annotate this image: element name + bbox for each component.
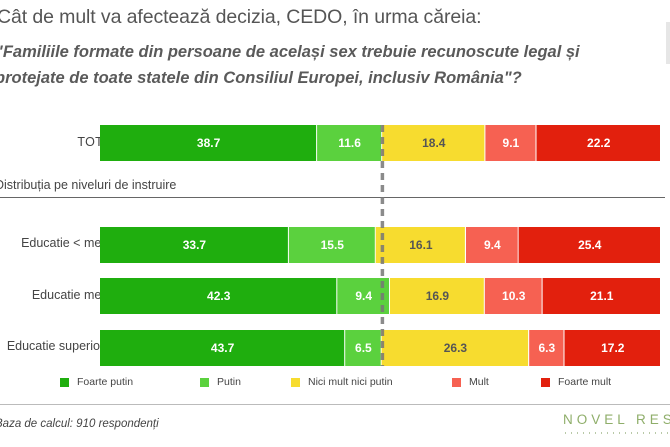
- bar-segment-total-putin: [317, 125, 382, 161]
- legend-label: Foarte putin: [77, 376, 134, 388]
- legend-swatch: [200, 377, 209, 387]
- corner-decoration: [666, 22, 670, 64]
- data-label-total-foarte-putin: 38.7: [197, 136, 221, 150]
- legend-swatch: [60, 377, 69, 387]
- subtitle-line-1: "Familiile formate din persoane de acela…: [0, 43, 580, 61]
- bar-segment-educatie-superioara-mult: [529, 330, 564, 366]
- bar-segment-educatie-superioara-putin: [345, 330, 381, 366]
- legend-label: Putin: [217, 376, 241, 388]
- legend-item-nici-mult-nici-putin: Nici mult nici putin: [291, 376, 393, 388]
- legend-swatch: [452, 377, 461, 387]
- bar-segment-educatie-medie-nici-mult-nici-putin: [375, 227, 465, 263]
- section-divider: [0, 197, 665, 198]
- data-label-educatie-medie-foarte-mult: 25.4: [578, 238, 602, 252]
- data-label-educatie-superioara-nici-mult-nici-putin: 26.3: [444, 341, 468, 355]
- bar-segment-total-nici-mult-nici-putin: [382, 125, 485, 161]
- legend-item-mult: Mult: [452, 376, 489, 388]
- data-label-total-mult: 9.1: [503, 136, 520, 150]
- bar-segment-educatie-medie-foarte-mult: [542, 278, 660, 314]
- data-label-educatie-superioara-putin: 6.5: [355, 341, 372, 355]
- bar-segment-educatie-medie-foarte-putin: [100, 227, 288, 263]
- data-label-educatie-medie-nici-mult-nici-putin: 16.9: [426, 289, 450, 303]
- data-label-total-nici-mult-nici-putin: 18.4: [422, 136, 446, 150]
- data-label-educatie-superioara-foarte-putin: 43.7: [211, 341, 235, 355]
- bar-segment-total-foarte-mult: [536, 125, 660, 161]
- bar-segment-educatie-medie-foarte-putin: [100, 278, 337, 314]
- bar-segment-educatie-medie-mult: [466, 227, 518, 263]
- legend-label: Mult: [469, 376, 489, 388]
- data-label-total-foarte-mult: 22.2: [587, 136, 611, 150]
- data-label-educatie-medie-foarte-mult: 21.1: [590, 289, 614, 303]
- bar-segment-educatie-medie-putin: [288, 227, 375, 263]
- bar-segment-educatie-medie-putin: [337, 278, 389, 314]
- legend-swatch: [541, 377, 550, 387]
- data-label-educatie-superioara-mult: 6.3: [538, 341, 555, 355]
- data-label-educatie-medie-putin: 15.5: [321, 238, 345, 252]
- legend-item-foarte-putin: Foarte putin: [60, 376, 133, 388]
- row-label-edu-high: Educatie superioara: [6, 339, 118, 353]
- row-label-edu-medium: Educatie medie: [31, 288, 118, 302]
- section-label: Distribuția pe niveluri de instruire: [0, 178, 177, 192]
- bar-segment-educatie-superioara-nici-mult-nici-putin: [381, 330, 529, 366]
- bar-segment-educatie-superioara-foarte-putin: [100, 330, 345, 366]
- chart-legend: Foarte putin Putin Nici mult nici putin …: [0, 376, 670, 392]
- chart-title: Cât de mult va afectează decizia, CEDO, …: [0, 6, 482, 28]
- bar-segment-total-foarte-putin: [100, 125, 317, 161]
- footer-divider: [0, 404, 670, 405]
- data-label-total-putin: 11.6: [338, 136, 361, 150]
- bar-segment-educatie-medie-nici-mult-nici-putin: [390, 278, 484, 314]
- brand-logo: NOVEL RESEARCH: [563, 412, 670, 427]
- brand-tagline: [565, 432, 670, 434]
- data-label-educatie-medie-mult: 9.4: [484, 238, 501, 252]
- legend-item-putin: Putin: [200, 376, 241, 388]
- data-label-educatie-medie-nici-mult-nici-putin: 16.1: [409, 238, 433, 252]
- bar-segment-educatie-medie-foarte-mult: [518, 227, 660, 263]
- legend-swatch: [291, 377, 300, 387]
- chart-subtitle: "Familiile formate din persoane de acela…: [0, 39, 580, 91]
- data-label-educatie-superioara-foarte-mult: 17.2: [601, 341, 625, 355]
- data-label-educatie-medie-foarte-putin: 33.7: [183, 238, 207, 252]
- bar-segment-total-mult: [485, 125, 536, 161]
- data-label-educatie-medie-putin: 9.4: [355, 289, 372, 303]
- row-label-edu-low: Educatie < medie: [21, 236, 118, 250]
- bar-segment-educatie-superioara-foarte-mult: [564, 330, 660, 366]
- legend-item-foarte-mult: Foarte mult: [541, 376, 611, 388]
- subtitle-line-2: protejate de toate statele din Consiliul…: [0, 69, 522, 87]
- data-label-educatie-medie-foarte-putin: 42.3: [207, 289, 231, 303]
- legend-label: Nici mult nici putin: [308, 376, 393, 388]
- legend-label: Foarte mult: [558, 376, 612, 388]
- base-note: Baza de calcul: 910 respondenți: [0, 418, 159, 430]
- bar-segment-educatie-medie-mult: [484, 278, 542, 314]
- data-label-educatie-medie-mult: 10.3: [502, 289, 526, 303]
